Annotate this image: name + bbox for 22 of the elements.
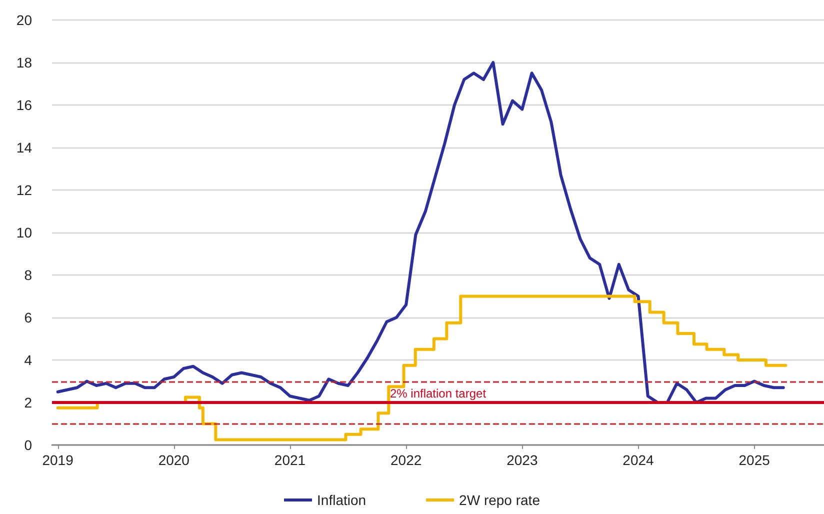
ref-line-label: 2% inflation target bbox=[390, 386, 487, 400]
y-tick-label: 0 bbox=[24, 437, 32, 453]
x-tick-label: 2024 bbox=[622, 452, 654, 468]
y-tick-label: 14 bbox=[16, 140, 32, 156]
legend-label: Inflation bbox=[317, 492, 366, 508]
y-tick-label: 16 bbox=[16, 97, 32, 113]
y-tick-label: 2 bbox=[24, 394, 32, 410]
y-tick-label: 10 bbox=[16, 224, 32, 240]
y-tick-label: 6 bbox=[24, 310, 32, 326]
x-tick-label: 2021 bbox=[274, 452, 306, 468]
x-tick-label: 2023 bbox=[506, 452, 538, 468]
x-tick-label: 2020 bbox=[158, 452, 190, 468]
y-tick-label: 20 bbox=[16, 12, 32, 28]
y-tick-label: 8 bbox=[24, 267, 32, 283]
legend-label: 2W repo rate bbox=[459, 492, 540, 508]
x-tick-label: 2022 bbox=[390, 452, 422, 468]
line-series bbox=[56, 61, 785, 404]
x-tick-label: 2019 bbox=[42, 452, 74, 468]
y-tick-label: 4 bbox=[24, 352, 32, 368]
y-tick-label: 18 bbox=[16, 54, 32, 70]
y-tick-label: 12 bbox=[16, 182, 32, 198]
x-tick-label: 2025 bbox=[738, 452, 770, 468]
